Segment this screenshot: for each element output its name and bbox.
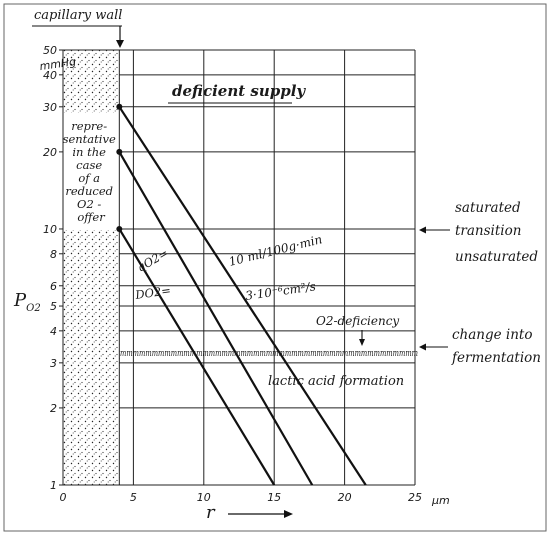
- y-tick-label: 30: [43, 101, 57, 114]
- transition-label: transition: [455, 223, 521, 239]
- unsaturated-label: unsaturated: [455, 249, 538, 265]
- capillary-stipple-lower: [63, 230, 120, 485]
- capillary-wall-arrowhead: [116, 40, 124, 48]
- o2-deficiency-arrowhead: [359, 339, 365, 346]
- x-tick-label: 5: [130, 491, 137, 504]
- x-tick-label: 0: [60, 491, 67, 504]
- d-label: DO2=: [133, 283, 171, 302]
- x-unit-label: μm: [431, 494, 450, 507]
- y-tick-label: 2: [50, 402, 57, 415]
- saturated-label: saturated: [455, 200, 521, 216]
- x-axis-ticks: 0 5 10 15 20 25: [60, 491, 423, 504]
- x-axis-label: r: [206, 502, 216, 523]
- y-tick-label: 1: [50, 479, 57, 492]
- y-unit-label: mmHg: [39, 55, 77, 73]
- lactic-acid-label: lactic acid formation: [268, 374, 404, 389]
- fermentation-marks: mmmmmmmmmmmmmmmmmmmmmmmmmmmmmmmmmmmmmmmm…: [120, 348, 418, 359]
- capillary-stipple-upper: [63, 50, 120, 113]
- shaded-regions: [63, 50, 120, 485]
- y-tick-label: 5: [50, 300, 57, 313]
- change-into-label: change into: [452, 327, 533, 343]
- y-axis-ticks: 1 2 3 4 5 6 8 10 20 30 40 50: [43, 44, 63, 492]
- x-tick-label: 20: [338, 491, 352, 504]
- deficient-supply-label: deficient supply: [172, 82, 306, 100]
- y-tick-label: 3: [50, 357, 57, 370]
- y-tick-label: 10: [43, 223, 57, 236]
- series-line-2: [118, 151, 314, 486]
- transition-arrowhead: [419, 226, 426, 234]
- y-tick-label: 40: [43, 69, 57, 82]
- fermentation-label: fermentation: [451, 350, 541, 366]
- y-tick-label: 4: [50, 325, 57, 338]
- y-axis-label-sub: O2: [26, 303, 41, 314]
- y-tick-label: 20: [43, 146, 57, 159]
- series-start-point-2: [116, 148, 123, 155]
- curves: [116, 103, 367, 486]
- y-tick-label: 50: [43, 44, 57, 57]
- x-axis-arrowhead: [284, 510, 293, 518]
- fermentation-arrowhead: [419, 343, 426, 351]
- y-tick-label: 6: [50, 280, 57, 293]
- grid: [62, 49, 416, 486]
- y-tick-label: 8: [50, 248, 57, 261]
- capillary-wall-label: capillary wall: [34, 8, 122, 23]
- series-line-1: [118, 106, 367, 486]
- series-line-3: [118, 228, 276, 486]
- representative-text: repre- sentative in the case of a reduce…: [63, 119, 120, 224]
- x-tick-label: 25: [408, 491, 422, 504]
- series-start-point-3: [116, 225, 123, 232]
- x-tick-label: 15: [267, 491, 281, 504]
- y-axis-label-main: P: [13, 290, 27, 311]
- o2-deficiency-label: O2-deficiency: [316, 314, 399, 328]
- y-axis-label: PO2: [13, 290, 41, 314]
- series-start-point-1: [116, 103, 123, 110]
- x-tick-label: 10: [197, 491, 211, 504]
